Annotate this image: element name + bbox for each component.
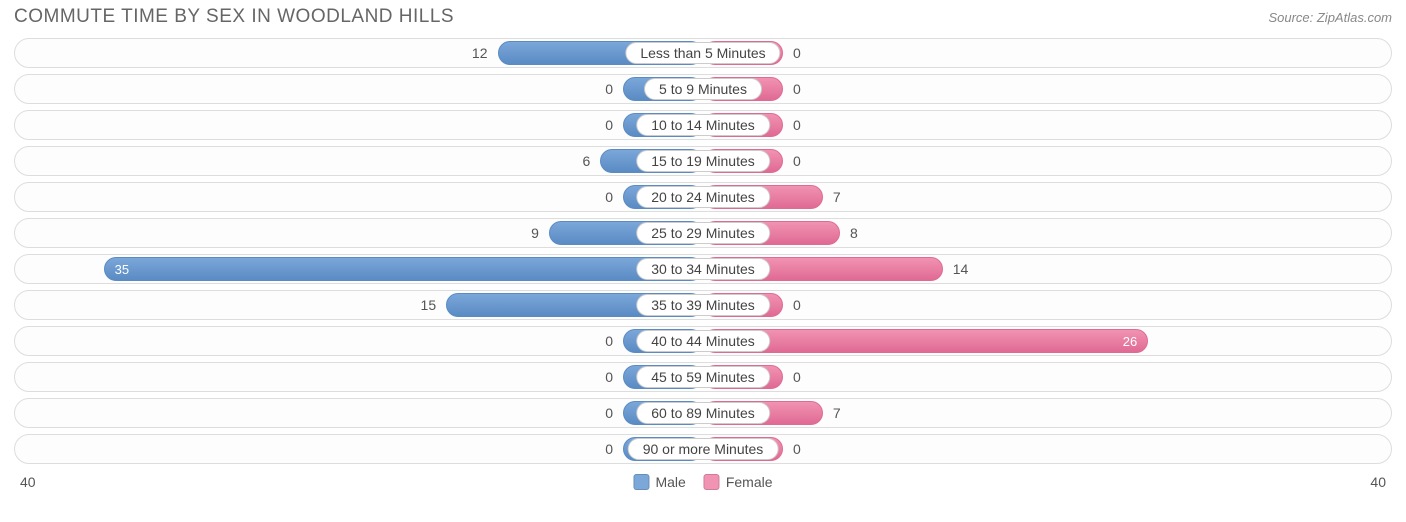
legend-male: Male <box>633 474 685 490</box>
chart-row: 6 0 15 to 19 Minutes <box>14 146 1392 176</box>
female-value: 7 <box>823 189 851 205</box>
category-label: 45 to 59 Minutes <box>636 366 770 388</box>
female-value: 0 <box>783 441 811 457</box>
category-label: 30 to 34 Minutes <box>636 258 770 280</box>
axis-max-right: 40 <box>1370 474 1386 490</box>
chart-row: 0 7 20 to 24 Minutes <box>14 182 1392 212</box>
chart-row: 0 26 40 to 44 Minutes <box>14 326 1392 356</box>
female-value: 0 <box>783 45 811 61</box>
chart-source: Source: ZipAtlas.com <box>1268 10 1392 25</box>
category-label: 60 to 89 Minutes <box>636 402 770 424</box>
male-value: 9 <box>521 225 549 241</box>
category-label: Less than 5 Minutes <box>625 42 780 64</box>
male-value: 0 <box>595 405 623 421</box>
female-value: 7 <box>823 405 851 421</box>
chart-row: 0 0 45 to 59 Minutes <box>14 362 1392 392</box>
chart-row: 12 0Less than 5 Minutes <box>14 38 1392 68</box>
chart-row: 0 0 10 to 14 Minutes <box>14 110 1392 140</box>
chart-row: 0090 or more Minutes <box>14 434 1392 464</box>
chart-row: 0 0 5 to 9 Minutes <box>14 74 1392 104</box>
female-bar: 26 <box>703 329 1148 353</box>
chart-body: 120Less than 5 Minutes005 to 9 Minutes00… <box>0 38 1406 464</box>
chart-row: 35 14 30 to 34 Minutes <box>14 254 1392 284</box>
female-value: 14 <box>943 261 979 277</box>
legend-female-label: Female <box>726 474 773 490</box>
category-label: 25 to 29 Minutes <box>636 222 770 244</box>
chart-footer: 40 Male Female 40 <box>0 470 1406 490</box>
male-value: 35 <box>115 262 129 277</box>
male-swatch-icon <box>633 474 649 490</box>
legend-male-label: Male <box>655 474 685 490</box>
chart-row: 0 7 60 to 89 Minutes <box>14 398 1392 428</box>
chart-row: 15 0 35 to 39 Minutes <box>14 290 1392 320</box>
category-label: 90 or more Minutes <box>628 438 779 460</box>
female-value: 8 <box>840 225 868 241</box>
female-value: 0 <box>783 297 811 313</box>
category-label: 15 to 19 Minutes <box>636 150 770 172</box>
male-value: 0 <box>595 333 623 349</box>
category-label: 20 to 24 Minutes <box>636 186 770 208</box>
female-value: 0 <box>783 153 811 169</box>
male-value: 15 <box>411 297 447 313</box>
female-swatch-icon <box>704 474 720 490</box>
chart-title: COMMUTE TIME BY SEX IN WOODLAND HILLS <box>14 6 454 28</box>
chart-row: 9 8 25 to 29 Minutes <box>14 218 1392 248</box>
axis-max-left: 40 <box>20 474 36 490</box>
legend-female: Female <box>704 474 773 490</box>
chart-header: COMMUTE TIME BY SEX IN WOODLAND HILLS So… <box>0 0 1406 38</box>
category-label: 40 to 44 Minutes <box>636 330 770 352</box>
category-label: 10 to 14 Minutes <box>636 114 770 136</box>
male-value: 0 <box>595 441 623 457</box>
male-value: 0 <box>595 369 623 385</box>
male-value: 0 <box>595 117 623 133</box>
legend: Male Female <box>633 474 772 490</box>
male-value: 0 <box>595 189 623 205</box>
female-value: 0 <box>783 369 811 385</box>
category-label: 35 to 39 Minutes <box>636 294 770 316</box>
category-label: 5 to 9 Minutes <box>644 78 762 100</box>
male-value: 12 <box>462 45 498 61</box>
male-bar: 35 <box>104 257 703 281</box>
male-value: 0 <box>595 81 623 97</box>
female-value: 26 <box>1123 334 1137 349</box>
male-value: 6 <box>572 153 600 169</box>
female-value: 0 <box>783 117 811 133</box>
female-value: 0 <box>783 81 811 97</box>
